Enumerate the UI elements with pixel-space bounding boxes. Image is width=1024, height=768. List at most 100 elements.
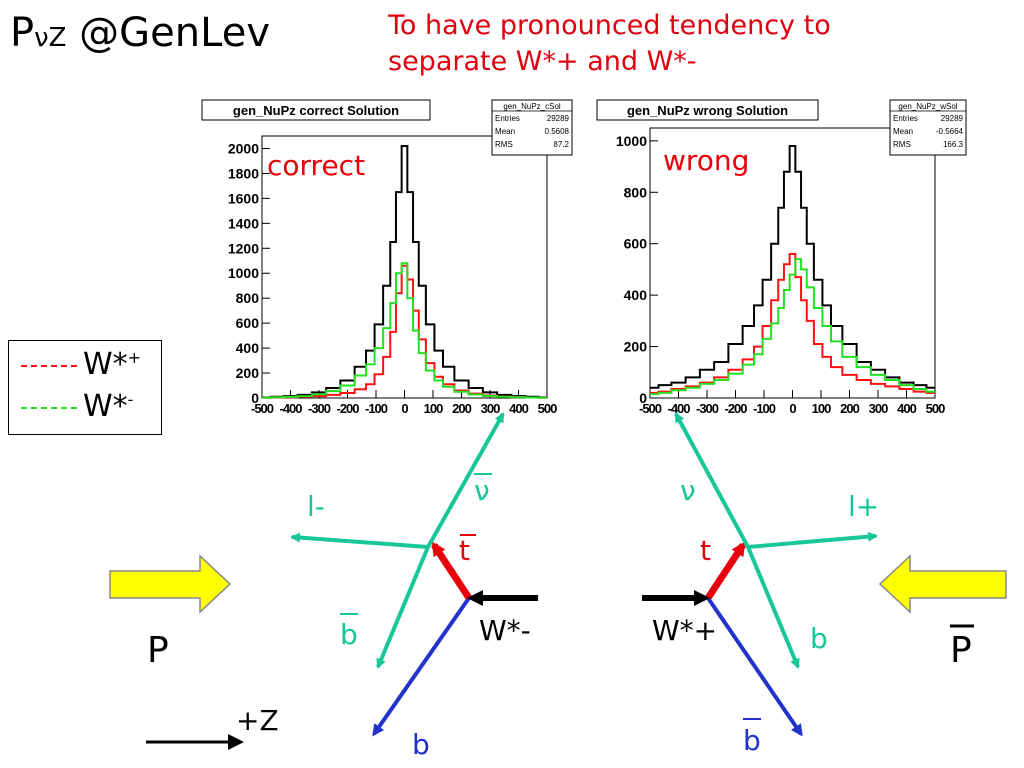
left-top-label: t (459, 534, 470, 567)
stats-box-0 (491, 99, 573, 156)
stats-key-0-1: Mean (495, 127, 515, 136)
left-top-arrow (431, 541, 472, 600)
right-b-arrow (746, 546, 800, 669)
right-lepton-label: l+ (848, 490, 880, 523)
y-tick-label-1-2: 400 (624, 287, 648, 303)
x-tick-label-1-3: -200 (724, 401, 747, 416)
note-line-1: To have pronounced tendency to (388, 10, 831, 41)
y-tick-label-0-8: 1600 (228, 190, 259, 206)
legend-item-w-plus: W*+ (21, 347, 141, 382)
legend-sup-w-minus: - (127, 390, 134, 409)
y-tick-label-1-1: 200 (624, 339, 648, 355)
x-tick-label-1-10: 500 (926, 401, 945, 416)
right-lepton-arrow (747, 531, 878, 549)
left-antib-arrow (376, 546, 430, 669)
x-tick-label-0-2: -300 (308, 401, 331, 416)
stats-value-1-0: 29289 (941, 114, 964, 123)
right-neutrino-arrow (674, 412, 750, 548)
note-line-2: separate W*+ and W*- (388, 46, 697, 77)
left-b-label: b (412, 728, 430, 761)
legend-sup-w-plus: + (127, 348, 142, 367)
right-neutrino-label: ν (680, 474, 696, 507)
legend-swatch-w-minus (21, 406, 77, 409)
stats-value-1-2: 166.3 (943, 140, 964, 149)
chart-annotation-0: correct (267, 149, 365, 182)
stats-name-0: gen_NuPz_cSol (503, 102, 561, 111)
left-lepton-label: l- (307, 490, 325, 523)
stats-name-1: gen_NuPz_wSol (898, 102, 957, 111)
right-antib-label: b (743, 724, 761, 757)
x-tick-label-1-0: -500 (639, 401, 662, 416)
left-proton-label: P (147, 630, 169, 671)
title-box-1 (596, 99, 819, 121)
right-top-arrow (705, 541, 746, 600)
right-b-label: b (810, 622, 828, 655)
slide-title: PνZ @GenLev (10, 10, 270, 56)
legend: W*+ W*- (8, 340, 162, 435)
right-top-label: t (700, 534, 711, 567)
left-w-label: W*- (479, 614, 531, 647)
stats-value-1-1: -0.5664 (936, 127, 964, 136)
left-antib-label: b (340, 618, 358, 651)
legend-item-w-minus: W*- (21, 389, 133, 424)
series-line-1-0 (650, 145, 935, 389)
y-tick-label-1-5: 1000 (616, 133, 647, 149)
x-tick-label-1-8: 300 (869, 401, 888, 416)
left-beam-arrow (109, 554, 232, 614)
y-tick-label-0-4: 800 (236, 290, 260, 306)
y-tick-label-1-3: 600 (624, 236, 648, 252)
title-main: P (10, 10, 35, 56)
y-tick-label-0-0: 0 (251, 390, 259, 406)
stats-key-1-2: RMS (893, 140, 911, 149)
x-tick-label-1-2: -300 (696, 401, 719, 416)
stats-key-1-0: Entries (893, 114, 918, 123)
stats-value-0-1: 0.5608 (545, 127, 570, 136)
stats-key-0-0: Entries (495, 114, 520, 123)
stats-key-0-2: RMS (495, 140, 513, 149)
slide-note: To have pronounced tendency to separate … (388, 8, 831, 80)
y-tick-label-0-5: 1000 (228, 265, 259, 281)
title-box-0 (201, 99, 431, 121)
series-line-1-2 (650, 258, 935, 396)
left-neutrino-arrow (426, 412, 505, 548)
stats-box-1 (889, 99, 967, 156)
x-tick-label-1-1: -400 (667, 401, 690, 416)
stats-key-1-1: Mean (893, 127, 913, 136)
left-b-arrow (372, 596, 471, 737)
x-tick-label-0-6: 100 (424, 401, 443, 416)
chart-annotation-1: wrong (663, 144, 749, 177)
x-tick-label-0-3: -200 (336, 401, 359, 416)
x-tick-label-0-8: 300 (481, 401, 500, 416)
x-tick-label-1-9: 400 (897, 401, 916, 416)
y-tick-label-0-9: 1800 (228, 165, 259, 181)
x-tick-label-0-5: 0 (401, 401, 408, 416)
plot-frame-0 (261, 135, 548, 399)
x-tick-label-1-5: 0 (789, 401, 796, 416)
title-rest: @GenLev (66, 10, 271, 56)
x-tick-label-0-4: -100 (365, 401, 388, 416)
plot-frame-1 (649, 127, 936, 399)
y-tick-label-0-2: 400 (236, 340, 260, 356)
y-tick-label-1-4: 800 (624, 184, 648, 200)
y-tick-label-1-0: 0 (639, 390, 647, 406)
stats-value-0-0: 29289 (547, 114, 570, 123)
stats-value-0-2: 87.2 (553, 140, 569, 149)
right-w-label: W*+ (652, 614, 718, 647)
y-tick-label-0-10: 2000 (228, 140, 259, 156)
right-antib-arrow (706, 596, 803, 737)
y-tick-label-0-6: 1200 (228, 240, 259, 256)
x-tick-label-0-9: 400 (509, 401, 528, 416)
left-lepton-arrow (290, 532, 429, 549)
right-proton-label: P (950, 630, 972, 671)
x-tick-label-0-0: -500 (251, 401, 274, 416)
x-tick-label-1-6: 100 (812, 401, 831, 416)
x-tick-label-0-1: -400 (279, 401, 302, 416)
series-line-0-2 (262, 262, 547, 399)
x-tick-label-0-7: 200 (452, 401, 471, 416)
left-neutrino-label: ν (474, 474, 490, 507)
y-tick-label-0-1: 200 (236, 365, 260, 381)
x-tick-label-1-4: -100 (753, 401, 776, 416)
legend-label-w-plus: W* (83, 347, 128, 382)
chart-title-0: gen_NuPz correct Solution (233, 103, 399, 118)
